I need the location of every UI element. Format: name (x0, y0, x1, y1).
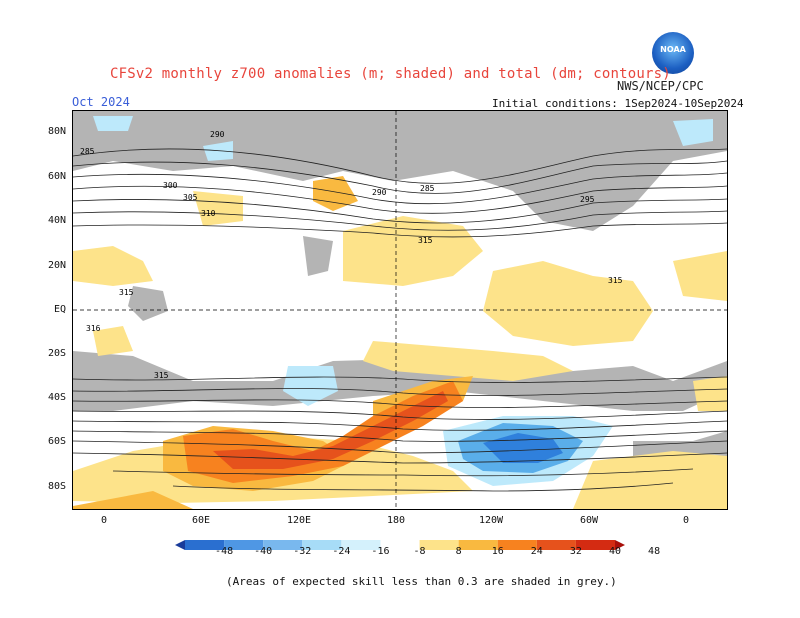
colorbar-tick-label: -16 (371, 546, 390, 557)
anomaly-map (72, 110, 728, 510)
colorbar-segment (224, 540, 264, 550)
lon-label: 60E (191, 515, 211, 526)
positive-anomaly-32 (213, 391, 448, 469)
lon-label: 180 (386, 515, 406, 526)
lat-label: 20S (47, 348, 66, 359)
lon-label: 60W (579, 515, 599, 526)
contour-label: 315 (608, 276, 623, 285)
contour-label: 290 (372, 188, 387, 197)
contour-label: 300 (163, 181, 178, 190)
colorbar-segment (419, 540, 459, 550)
colorbar-tick-label: 24 (530, 546, 543, 557)
contour-label: 290 (210, 130, 225, 139)
footnote: (Areas of expected skill less than 0.3 a… (226, 575, 617, 588)
colorbar-tick-label: 16 (491, 546, 504, 557)
lat-label: EQ (53, 304, 66, 315)
colorbar-tick-label: -24 (332, 546, 351, 557)
contour-label: 305 (183, 193, 198, 202)
source-label: NWS/NCEP/CPC (617, 79, 704, 93)
colorbar-tick-label: -8 (413, 546, 426, 557)
reference-lines (73, 111, 727, 509)
low-skill-shading (73, 111, 727, 481)
initial-conditions: Initial conditions: 1Sep2024-10Sep2024 (492, 97, 744, 110)
contour-label: 295 (580, 195, 595, 204)
contour-label: 315 (119, 288, 134, 297)
colorbar-segment (380, 540, 420, 550)
lon-label: 120E (286, 515, 312, 526)
colorbar-segment (302, 540, 342, 550)
colorbar-tick-label: 40 (608, 546, 622, 557)
colorbar-tick-label: -40 (254, 546, 273, 557)
lat-label: 60S (47, 436, 66, 447)
colorbar-segment (185, 540, 225, 550)
colorbar (175, 535, 625, 550)
colorbar-segment (536, 540, 576, 550)
colorbar-svg (175, 540, 625, 550)
contour-label: 315 (418, 236, 433, 245)
forecast-month: Oct 2024 (72, 95, 130, 109)
contour-label: 285 (80, 147, 95, 156)
lat-label: 80N (47, 126, 66, 137)
colorbar-tick-label: -48 (215, 546, 234, 557)
lat-label: 60N (47, 171, 66, 182)
noaa-logo: NOAA (652, 32, 694, 74)
colorbar-arrow-right (615, 540, 625, 550)
map-svg (73, 111, 727, 509)
lon-label: 120W (478, 515, 504, 526)
map-title: CFSv2 monthly z700 anomalies (m; shaded)… (110, 66, 671, 82)
lat-label: 40N (47, 215, 66, 226)
colorbar-tick-label: 32 (569, 546, 582, 557)
colorbar-segment (341, 540, 381, 550)
logo-text: NOAA (660, 45, 686, 54)
contour-label: 285 (420, 184, 435, 193)
lat-label: 40S (47, 392, 66, 403)
colorbar-segment (497, 540, 537, 550)
colorbar-segment (458, 540, 498, 550)
lon-label: 0 (100, 515, 108, 526)
colorbar-tick-label: -32 (293, 546, 312, 557)
colorbar-segment (575, 540, 615, 550)
colorbar-segment (263, 540, 303, 550)
colorbar-tick-label: 48 (648, 546, 661, 557)
contour-label: 316 (86, 324, 101, 333)
colorbar-arrow-left (175, 540, 185, 550)
colorbar-tick-label: 8 (455, 546, 462, 557)
contour-label: 310 (201, 209, 216, 218)
lat-label: 20N (47, 260, 66, 271)
height-contours (73, 148, 727, 492)
contour-label: 315 (154, 371, 169, 380)
lon-label: 0 (682, 515, 690, 526)
lat-label: 80S (47, 481, 66, 492)
